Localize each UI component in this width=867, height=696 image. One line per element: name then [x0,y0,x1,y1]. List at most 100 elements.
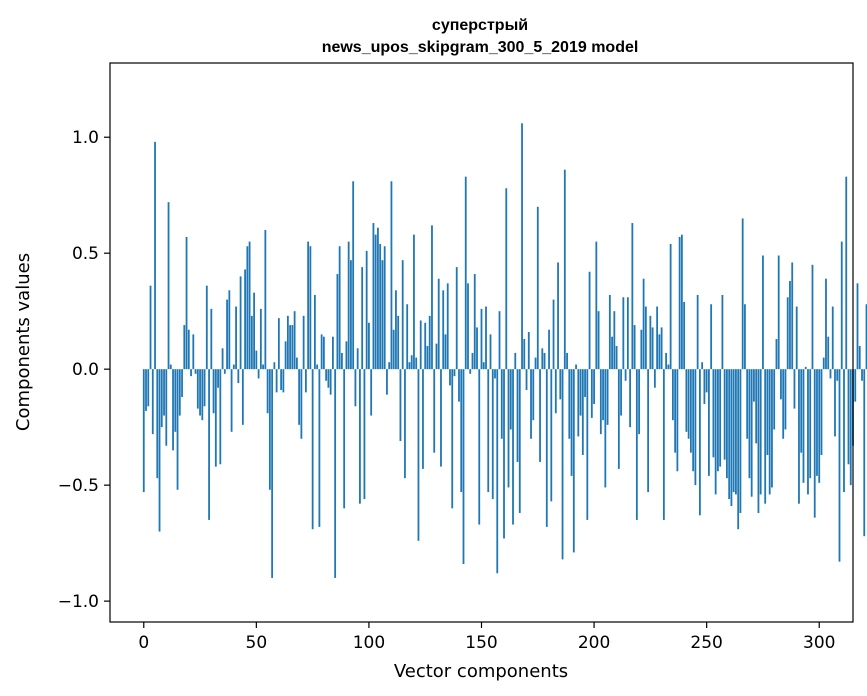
bar [271,369,274,578]
bar [784,369,787,430]
bar [816,369,818,476]
bar [671,369,674,421]
bar [579,369,582,416]
bar [226,299,228,370]
bar [620,369,622,416]
bar [570,369,573,476]
x-axis-label: Vector components [394,661,568,682]
bar [575,364,577,370]
bar [181,369,183,397]
bar [653,369,656,388]
x-tick-label: 250 [690,633,722,653]
bar [750,369,753,497]
bar [536,206,539,370]
bar [503,369,505,539]
bar [345,341,348,370]
bar [766,369,769,455]
x-tick-label: 100 [353,633,385,653]
bar [595,241,598,370]
bar [266,369,269,414]
bar [496,369,499,574]
bar [365,250,368,370]
bar [791,262,794,370]
bar [230,369,233,432]
bar [721,294,724,370]
bar [631,223,634,370]
bar [701,362,704,370]
bar [449,369,451,386]
bar [559,369,562,400]
bar [329,369,332,395]
bar [809,369,812,479]
bar [280,369,283,391]
bar [286,315,289,370]
bar [199,369,201,416]
bar [849,369,852,486]
bar [291,325,294,370]
bar [599,369,602,435]
bar [440,369,442,467]
bar [196,369,199,409]
bar [327,369,330,388]
bar [786,297,789,370]
bar [744,304,746,370]
bar [602,369,604,421]
bar [586,369,589,520]
bar [804,366,807,370]
bar [284,341,287,370]
bar [253,292,255,370]
y-tick-label: 1.0 [72,128,99,148]
bar [311,369,314,530]
bar [617,369,620,469]
bar [460,369,463,493]
bar [811,264,814,370]
bar [187,329,190,370]
bar [798,369,800,504]
bar [203,369,206,407]
bar [205,285,208,370]
bar [487,369,490,493]
bar [485,306,487,370]
bar [831,306,834,370]
bar [689,369,692,453]
bar [712,369,715,458]
bar [590,369,593,418]
bar [771,369,773,488]
bar [665,352,668,370]
bar [615,345,618,370]
bar [593,369,595,404]
bar [822,357,825,370]
bar [530,369,532,439]
bar [728,369,731,500]
bar [356,348,359,370]
y-tick-label: 0.0 [72,360,99,380]
bar [843,369,845,493]
bar [413,234,415,370]
bar [676,369,679,472]
bar [361,267,364,370]
bar [372,223,375,370]
bar [239,276,242,370]
bar [633,325,636,370]
bar [246,246,249,370]
bar [455,267,458,370]
bar [406,304,409,370]
bar [338,246,341,370]
bar [834,369,836,437]
bar [543,352,546,370]
bar [185,236,188,370]
bar [521,123,523,370]
bar [807,369,809,495]
bar [419,320,422,370]
bar [658,334,661,370]
bar [422,369,424,469]
bar [469,369,472,374]
bar [692,369,695,472]
bar [300,369,303,439]
bar [780,369,782,400]
bar [165,369,168,446]
bar [379,243,382,370]
bar [277,318,280,370]
x-tick-label: 50 [246,633,268,653]
